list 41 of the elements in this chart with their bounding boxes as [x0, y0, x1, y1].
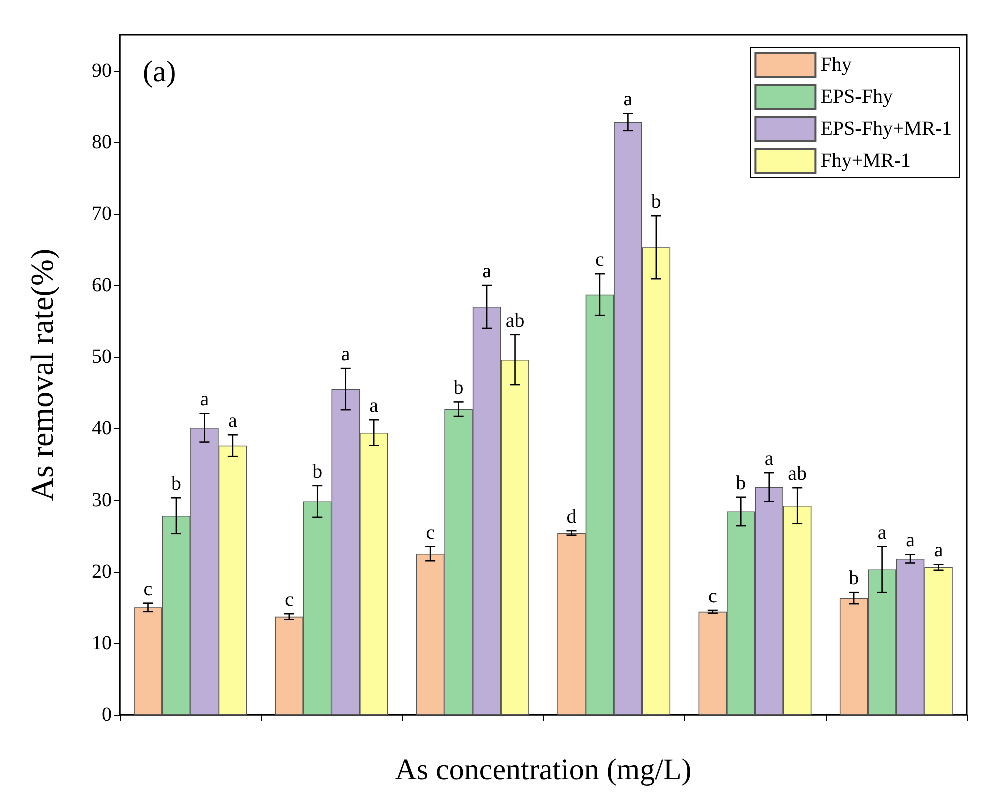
data-label: b — [171, 473, 182, 496]
data-label: c — [144, 578, 153, 600]
data-label: a — [341, 344, 350, 366]
data-label: a — [228, 410, 238, 432]
y-axis-title: As removal rate(%) — [24, 248, 60, 502]
y-tick-label: 70 — [92, 202, 112, 225]
data-label: d — [566, 506, 577, 528]
data-label: b — [454, 377, 464, 400]
data-label: b — [849, 568, 860, 590]
y-tick-label: 40 — [92, 418, 112, 440]
y-tick-label: 80 — [92, 131, 112, 154]
data-label: a — [624, 88, 633, 111]
data-label: c — [708, 585, 718, 608]
data-label: ab — [506, 310, 525, 332]
data-label: b — [312, 460, 323, 483]
data-label: a — [482, 260, 492, 283]
data-label: a — [906, 530, 916, 552]
y-tick-label: 20 — [92, 560, 112, 583]
legend-label: EPS-Fhy — [820, 86, 893, 108]
y-tick-label: 60 — [92, 274, 112, 297]
text: (a) — [143, 56, 176, 88]
data-label: a — [764, 448, 774, 470]
data-label: a — [200, 388, 210, 411]
data-label: c — [596, 249, 605, 272]
y-tick-label: 10 — [92, 632, 112, 654]
data-label: c — [426, 522, 436, 544]
x-axis-title: As concentration (mg/L) — [395, 754, 692, 786]
data-label: b — [736, 472, 746, 494]
data-label: b — [651, 191, 662, 214]
legend-label: Fhy+MR-1 — [820, 150, 911, 172]
y-tick-label: 30 — [92, 489, 112, 512]
data-label: a — [370, 395, 379, 418]
data-label: a — [934, 540, 944, 562]
y-tick-label: 50 — [92, 346, 112, 368]
data-label: c — [284, 589, 294, 612]
data-label: a — [878, 522, 887, 544]
y-tick-label: 0 — [102, 704, 112, 726]
data-label: ab — [788, 463, 808, 486]
legend-label: EPS-Fhy+MR-1 — [820, 118, 952, 140]
y-tick-label: 90 — [92, 60, 112, 82]
legend-label: Fhy — [820, 54, 852, 76]
